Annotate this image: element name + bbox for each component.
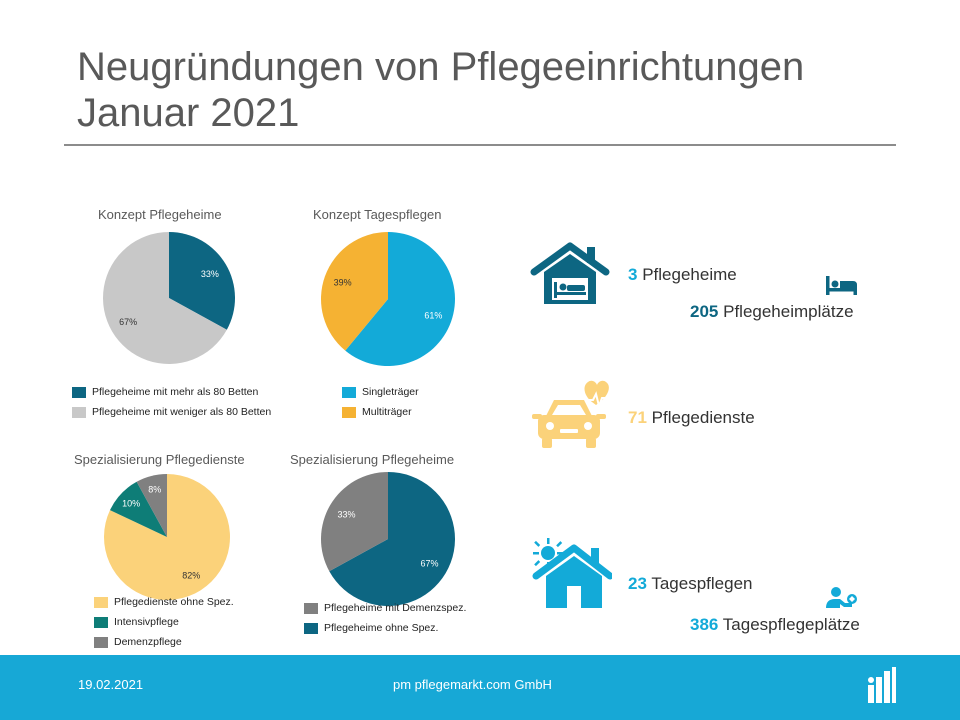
legend-item: Intensivpflege [94, 612, 234, 632]
legend-item: Singleträger [342, 382, 419, 402]
pie-slice-1 [109, 481, 167, 537]
pie-data-label-1: 39% [334, 278, 352, 288]
stat-pflegeheime-number: 3 [628, 265, 638, 284]
legend-konzept-pflegeheime: Pflegeheime mit mehr als 80 Betten Pflege… [72, 382, 271, 422]
title-line-1: Neugründungen von Pflegeeinrichtungen [77, 45, 805, 89]
legend-item: Pflegeheime mit weniger als 80 Betten [72, 402, 271, 422]
legend-label: Pflegedienste ohne Spez. [114, 596, 234, 608]
footer-bar: 19.02.2021 pm pflegemarkt.com GmbH [0, 655, 960, 720]
title-divider [64, 144, 896, 146]
pie-chart-spezialisierung-pflegedienste: 82% 10% 8% [104, 474, 230, 600]
legend-swatch [72, 406, 86, 418]
legend-item: Demenzpflege [94, 632, 234, 652]
pie-data-label-0: 67% [421, 559, 439, 569]
pie-slice-0 [329, 472, 455, 606]
legend-label: Pflegeheime ohne Spez. [324, 622, 439, 634]
legend-swatch [304, 622, 318, 634]
legend-label: Singleträger [362, 386, 419, 398]
stat-pflegeheimplaetze-number: 205 [690, 302, 719, 321]
legend-swatch [94, 636, 108, 648]
legend-label: Pflegeheime mit weniger als 80 Betten [92, 406, 272, 418]
legend-spezialisierung-pflegedienste: Pflegedienste ohne Spez. Intensivpflege De… [94, 592, 234, 652]
stat-pflegedienste-number: 71 [628, 408, 647, 427]
pie-data-label-1: 67% [119, 317, 137, 327]
pie-data-label-2: 8% [148, 484, 161, 494]
day-care-house-icon [532, 538, 612, 608]
caregiver-icon [826, 587, 857, 608]
page-title: Neugründungen von Pflegeeinrichtungen Ja… [77, 44, 804, 136]
pie-chart-konzept-tagespflegen: 61% 39% [321, 232, 455, 366]
stat-tagespflegeplaetze-number: 386 [690, 615, 719, 634]
legend-label: Pflegeheime mit mehr als 80 Betten [92, 386, 259, 398]
legend-item: Pflegedienste ohne Spez. [94, 592, 234, 612]
legend-swatch [342, 386, 356, 398]
pie-data-label-0: 82% [182, 570, 200, 580]
stat-tagespflegen: 23 Tagespflegen [628, 574, 752, 594]
pie-data-label-1: 33% [337, 509, 355, 519]
pie-slice-0 [169, 232, 236, 330]
legend-swatch [94, 596, 108, 608]
footer-company: pm pflegemarkt.com GmbH [393, 677, 552, 692]
legend-swatch [72, 386, 86, 398]
legend-spezialisierung-pflegeheime: Pflegeheime mit Demenzspez. Pflegeheime o… [304, 598, 466, 638]
legend-swatch [94, 616, 108, 628]
title-line-2: Januar 2021 [77, 91, 300, 135]
stat-pflegeheime: 3 Pflegeheime [628, 265, 737, 285]
footer-date: 19.02.2021 [78, 677, 144, 692]
legend-item: Pflegeheime mit mehr als 80 Betten [72, 382, 271, 402]
stat-tagespflegeplaetze: 386 Tagespflegeplätze [690, 615, 860, 635]
legend-item: Pflegeheime mit Demenzspez. [304, 598, 466, 618]
stat-tagespflegen-label: Tagespflegen [651, 574, 753, 593]
pie-slice-1 [103, 232, 227, 364]
pflegemarkt-logo-icon [868, 667, 896, 703]
pie-slice-1 [321, 472, 388, 572]
legend-konzept-tagespflegen: Singleträger Multiträger [342, 382, 419, 422]
bed-icon [826, 276, 857, 295]
legend-label: Pflegeheime mit Demenzspez. [324, 602, 467, 614]
pie-slice-1 [321, 232, 388, 351]
pie-data-label-0: 33% [201, 269, 219, 279]
stat-pflegeheimplaetze: 205 Pflegeheimplätze [690, 302, 854, 322]
care-car-icon [532, 380, 609, 448]
stat-pflegeheimplaetze-label: Pflegeheimplätze [723, 302, 854, 321]
stat-pflegeheime-label: Pflegeheime [642, 265, 737, 284]
legend-swatch [342, 406, 356, 418]
pie-slice-2 [136, 474, 167, 537]
pie-chart-konzept-pflegeheime: 33% 67% [103, 232, 236, 364]
chart-title-konzept-tagespflegen: Konzept Tagespflegen [313, 207, 442, 222]
legend-label: Demenzpflege [114, 636, 182, 648]
pie-data-label-0: 61% [424, 310, 442, 320]
chart-title-spezialisierung-pflegedienste: Spezialisierung Pflegedienste [74, 452, 245, 467]
pie-chart-spezialisierung-pflegeheime: 67% 33% [321, 472, 455, 606]
stat-pflegedienste-label: Pflegedienste [651, 408, 755, 427]
stat-tagespflegeplaetze-label: Tagespflegeplätze [722, 615, 860, 634]
nursing-home-icon [530, 242, 610, 304]
legend-label: Multiträger [362, 406, 412, 418]
legend-swatch [304, 602, 318, 614]
stat-tagespflegen-number: 23 [628, 574, 647, 593]
chart-title-spezialisierung-pflegeheime: Spezialisierung Pflegeheime [290, 452, 455, 467]
pie-slice-0 [345, 232, 455, 366]
pie-data-label-1: 10% [122, 498, 140, 508]
legend-item: Pflegeheime ohne Spez. [304, 618, 466, 638]
chart-title-konzept-pflegeheime: Konzept Pflegeheime [98, 207, 222, 222]
stat-pflegedienste: 71 Pflegedienste [628, 408, 755, 428]
legend-item: Multiträger [342, 402, 419, 422]
legend-label: Intensivpflege [114, 616, 179, 628]
